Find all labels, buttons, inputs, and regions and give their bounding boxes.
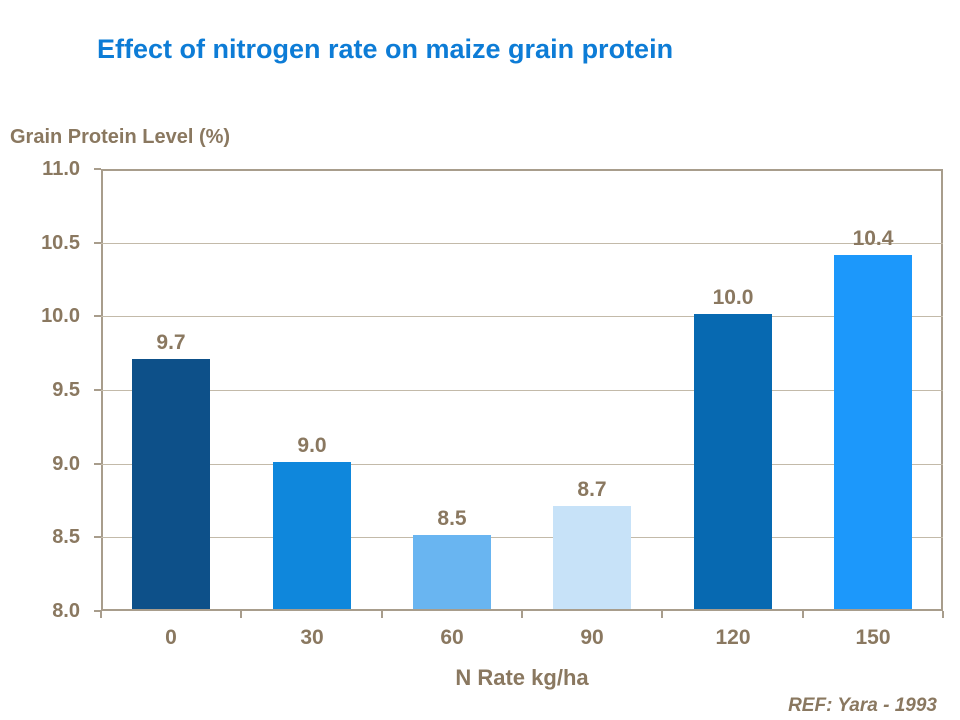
gridline (101, 390, 943, 391)
y-axis-tick (94, 389, 101, 391)
bar (694, 314, 772, 609)
x-axis-tick (381, 611, 383, 618)
bar (273, 462, 351, 609)
bar-value-label: 9.0 (297, 434, 327, 457)
y-tick-label: 9.5 (52, 379, 80, 401)
y-axis-tick (94, 463, 101, 465)
x-tick-label: 150 (855, 626, 891, 649)
x-axis-tick (521, 611, 523, 618)
gridline (101, 464, 943, 465)
bar-value-label: 10.4 (852, 227, 894, 250)
gridline (101, 537, 943, 538)
y-tick-label: 10.5 (41, 232, 80, 254)
y-tick-label: 9.0 (52, 453, 80, 475)
x-axis-tick (661, 611, 663, 618)
bar (553, 506, 631, 609)
y-tick-label: 8.5 (52, 526, 80, 548)
x-tick-label: 90 (580, 626, 604, 649)
bar (413, 535, 491, 609)
reference-note: REF: Yara - 1993 (788, 695, 937, 716)
x-tick-label: 120 (715, 626, 751, 649)
x-tick-label: 0 (165, 626, 177, 649)
y-axis-tick (94, 315, 101, 317)
gridline (101, 316, 943, 317)
bar-value-label: 8.7 (577, 478, 607, 501)
y-tick-label: 11.0 (42, 158, 80, 180)
y-axis-tick (94, 242, 101, 244)
y-tick-label: 8.0 (52, 600, 80, 622)
bar (834, 255, 912, 609)
y-axis-tick (94, 610, 101, 612)
bar-value-label: 9.7 (156, 331, 186, 354)
x-tick-label: 60 (440, 626, 464, 649)
y-axis-tick (94, 536, 101, 538)
x-axis-tick (240, 611, 242, 618)
x-axis-tick (802, 611, 804, 618)
bar-value-label: 8.5 (437, 507, 467, 530)
x-axis-title: N Rate kg/ha (455, 665, 589, 690)
y-axis-title: Grain Protein Level (%) (10, 126, 231, 148)
bar (132, 359, 210, 609)
x-axis-tick (942, 611, 944, 618)
bar-value-label: 10.0 (712, 286, 754, 309)
y-axis-tick (94, 168, 101, 170)
y-tick-label: 10.0 (41, 305, 80, 327)
gridline (101, 243, 943, 244)
chart-title: Effect of nitrogen rate on maize grain p… (97, 34, 674, 64)
x-tick-label: 30 (300, 626, 324, 649)
x-axis-tick (100, 611, 102, 618)
